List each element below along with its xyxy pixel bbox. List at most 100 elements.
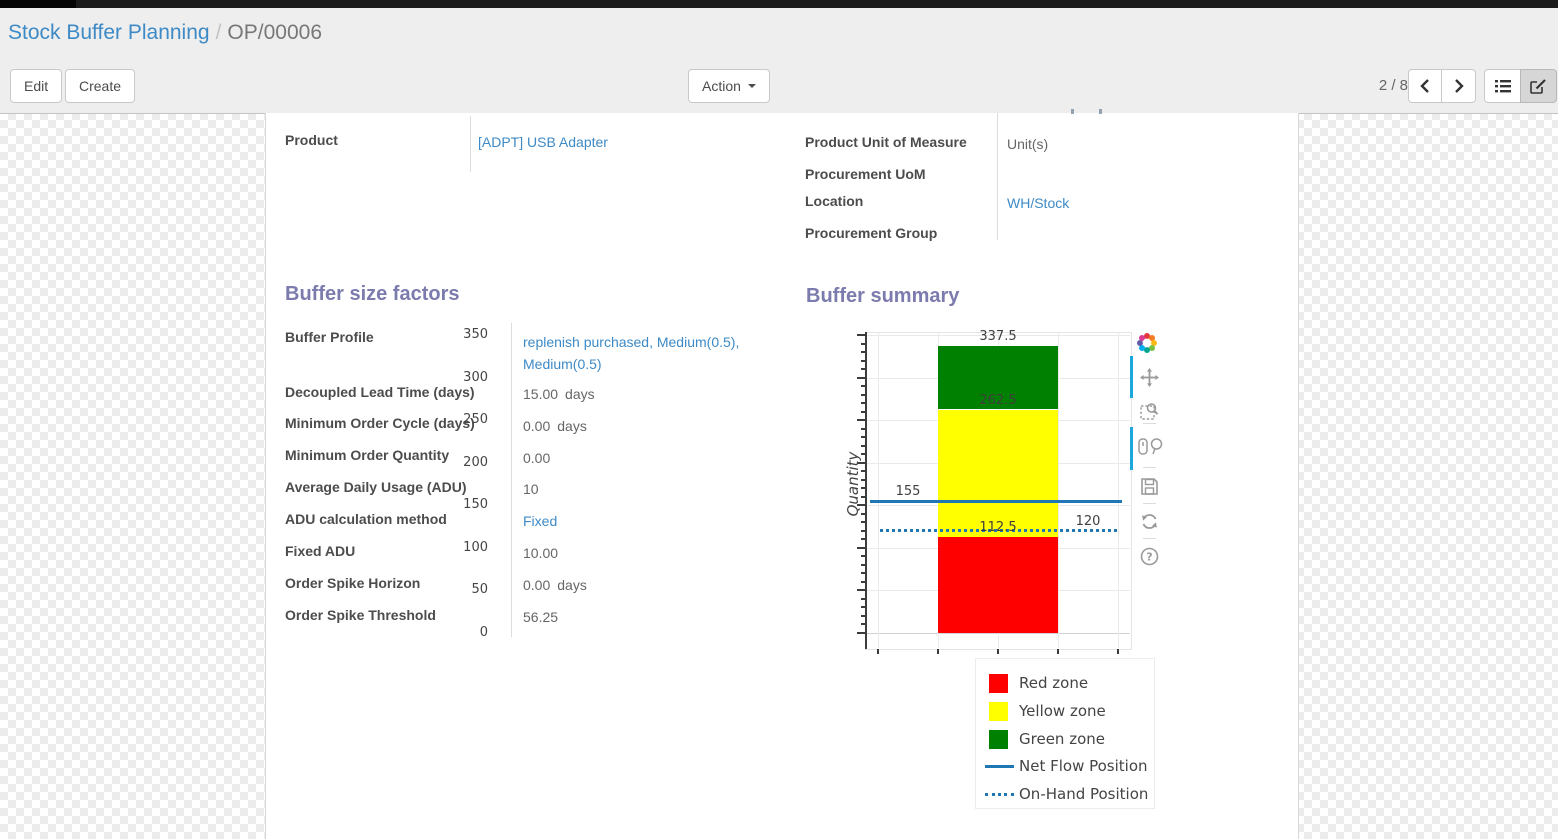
field-label-location: Location — [805, 193, 864, 209]
section-title-buffer-summary: Buffer summary — [806, 285, 960, 307]
pager-count: 2 / 8 — [1378, 77, 1408, 94]
legend-item-net-flow[interactable]: Net Flow Position — [976, 753, 1154, 781]
breadcrumb-current: OP/00006 — [227, 21, 322, 44]
legend-label: Yellow zone — [1019, 702, 1106, 720]
plotly-logo-icon[interactable] — [1135, 331, 1159, 359]
field-label-min-order-qty: Minimum Order Quantity — [285, 447, 450, 463]
y-tick-label: 0 — [479, 625, 488, 640]
caret-down-icon — [747, 84, 756, 88]
annotation-262.5: 262.5 — [979, 392, 1017, 408]
field-label-fixed-adu: Fixed ADU — [285, 543, 356, 559]
save-icon[interactable] — [1140, 477, 1159, 500]
field-label-spike-threshold: Order Spike Threshold — [285, 607, 436, 623]
red-zone-bar-segment — [938, 537, 1058, 633]
annotation-337.5: 337.5 — [979, 328, 1017, 344]
field-label-product-uom: Product Unit of Measure — [805, 134, 967, 150]
buffer-profile-link[interactable]: replenish purchased, Medium(0.5), Medium… — [523, 334, 740, 372]
field-separator — [470, 116, 471, 172]
list-view-switch-button[interactable] — [1484, 69, 1521, 103]
top-navbar — [0, 0, 1558, 8]
unit-label: days — [557, 418, 587, 434]
net-flow-position-line — [870, 499, 1122, 503]
legend-label: Red zone — [1019, 674, 1089, 692]
y-tick-label: 200 — [463, 454, 488, 470]
zoom-icon[interactable] — [1140, 401, 1159, 424]
adu-method-link[interactable]: Fixed — [523, 513, 558, 529]
control-panel-region — [0, 8, 1558, 114]
field-label-adu: Average Daily Usage (ADU) — [285, 479, 467, 495]
chart-legend: Red zone Yellow zone Green zone Net Flow… — [975, 658, 1155, 809]
yellow-zone-swatch — [989, 702, 1008, 721]
breadcrumb-separator: / — [215, 21, 222, 44]
edit-form-icon — [1530, 78, 1546, 94]
modebar-active-indicator — [1130, 427, 1133, 470]
on-hand-line-swatch — [985, 793, 1014, 796]
clipped-text-fragment — [1071, 109, 1074, 114]
field-value-dlt: 15.00 days — [523, 386, 595, 402]
section-title-buffer-size-factors: Buffer size factors — [285, 283, 460, 305]
form-view-switch-button[interactable] — [1520, 69, 1557, 103]
field-separator — [997, 113, 998, 240]
y-tick-label: 350 — [463, 327, 488, 342]
yellow-zone-bar-segment — [938, 409, 1058, 538]
legend-item-on-hand[interactable]: On-Hand Position — [976, 781, 1154, 809]
pager-next-button[interactable] — [1441, 69, 1476, 103]
modebar-separator — [1143, 503, 1156, 504]
legend-item-red-zone[interactable]: Red zone — [976, 670, 1154, 698]
top-navbar-left-segment — [0, 0, 76, 8]
field-label-buffer-profile: Buffer Profile — [285, 329, 374, 345]
legend-item-yellow-zone[interactable]: Yellow zone — [976, 698, 1154, 726]
lasso-select-icon[interactable] — [1150, 438, 1163, 459]
field-label-spike-horizon: Order Spike Horizon — [285, 575, 421, 591]
red-zone-swatch — [989, 674, 1008, 693]
field-value-location: WH/Stock — [1007, 195, 1069, 211]
field-value-min-order-qty: 0.00 — [523, 450, 551, 466]
modebar-separator — [1143, 423, 1156, 424]
pager-previous-button[interactable] — [1408, 69, 1442, 103]
field-label-adu-method: ADU calculation method — [285, 511, 447, 527]
legend-label: On-Hand Position — [1019, 785, 1149, 803]
modebar-separator — [1143, 538, 1156, 539]
list-icon — [1494, 80, 1511, 93]
breadcrumb: Stock Buffer Planning / OP/00006 — [8, 21, 322, 45]
green-zone-swatch — [989, 730, 1008, 749]
clipped-text-fragment — [1099, 109, 1102, 114]
modebar-separator — [1143, 467, 1156, 468]
action-label: Action — [702, 78, 741, 94]
legend-item-green-zone[interactable]: Green zone — [976, 726, 1154, 754]
field-value-product: [ADPT] USB Adapter — [478, 134, 608, 150]
field-value-adu: 10 — [523, 481, 539, 497]
legend-label: Net Flow Position — [1019, 757, 1148, 775]
y-axis — [865, 332, 867, 649]
net-flow-line-swatch — [985, 765, 1014, 768]
green-zone-bar-segment — [938, 345, 1058, 410]
on-hand-position-line — [880, 529, 1117, 533]
modebar-active-indicator — [1130, 356, 1133, 398]
action-dropdown-button[interactable]: Action — [688, 69, 770, 103]
create-button[interactable]: Create — [65, 69, 136, 103]
buffer-summary-chart: 0 50 100 150 200 250 300 350 337.5 262.5 112.5 155… — [463, 325, 1180, 825]
chevron-left-icon — [1420, 79, 1429, 93]
field-value-min-order-cycle: 0.00 days — [523, 418, 587, 434]
y-tick-label: 100 — [463, 539, 488, 555]
annotation-112.5: 112.5 — [979, 520, 1017, 536]
svg-text:?: ? — [1146, 551, 1152, 564]
breadcrumb-parent-link[interactable]: Stock Buffer Planning — [8, 21, 210, 44]
help-icon[interactable]: ? — [1140, 547, 1159, 570]
y-axis-title: Quantity — [844, 451, 862, 517]
annotation-120: 120 — [1075, 513, 1101, 529]
field-value-fixed-adu: 10.00 — [523, 545, 559, 561]
location-link[interactable]: WH/Stock — [1007, 195, 1070, 211]
field-value-adu-method: Fixed — [523, 513, 557, 529]
field-label-dlt: Decoupled Lead Time (days) — [285, 384, 475, 400]
y-tick-label: 300 — [463, 369, 488, 385]
field-value-product-uom: Unit(s) — [1007, 136, 1049, 152]
product-link[interactable]: [ADPT] USB Adapter — [478, 134, 608, 150]
edit-button[interactable]: Edit — [10, 69, 63, 103]
field-value-buffer-profile: replenish purchased, Medium(0.5), Medium… — [523, 331, 773, 375]
box-select-icon[interactable] — [1138, 438, 1148, 459]
pan-icon[interactable] — [1140, 368, 1159, 391]
reset-axes-icon[interactable] — [1140, 512, 1159, 535]
unit-label: days — [557, 577, 587, 593]
